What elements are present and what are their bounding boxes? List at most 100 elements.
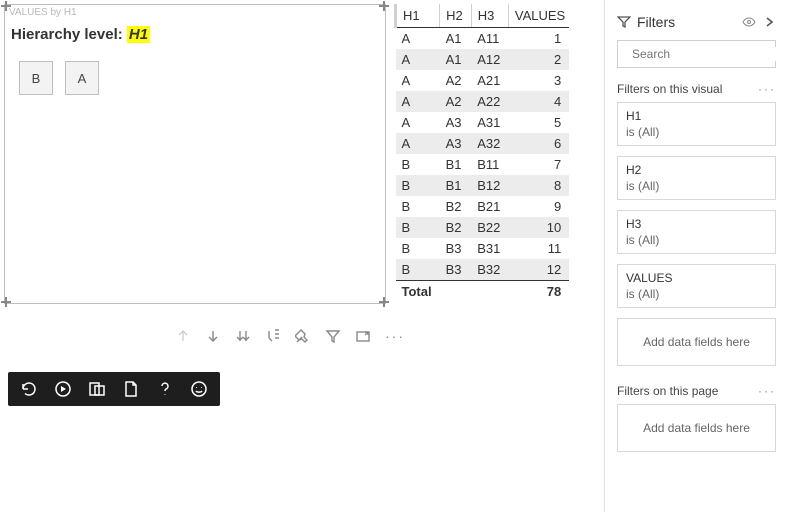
hierarchy-label-text: Hierarchy level: xyxy=(11,26,127,43)
log-icon[interactable] xyxy=(88,380,106,398)
resize-handle-br[interactable] xyxy=(379,297,389,307)
drop-fields-page[interactable]: Add data fields here xyxy=(617,404,776,452)
filters-pane: Filters Filters on this visual ··· H1is … xyxy=(604,0,786,512)
filters-header: Filters xyxy=(617,0,776,40)
table-cell: 1 xyxy=(508,28,569,50)
help-icon[interactable] xyxy=(156,380,174,398)
table-cell: B xyxy=(396,196,440,217)
filter-field-name: VALUES xyxy=(626,271,767,285)
table-cell: A xyxy=(396,133,440,154)
button-b[interactable]: B xyxy=(19,61,53,95)
data-table: H1 H2 H3 VALUES AA1A111AA1A122AA2A213AA2… xyxy=(394,4,569,302)
table-cell: 2 xyxy=(508,49,569,70)
table-row[interactable]: BB2B219 xyxy=(396,196,570,217)
filter-field-name: H1 xyxy=(626,109,767,123)
button-row: B A xyxy=(5,43,385,95)
filter-icon[interactable] xyxy=(325,328,341,344)
visual-card[interactable]: VALUES by H1 Hierarchy level: H1 B A xyxy=(4,4,386,304)
dev-toolbar xyxy=(8,372,220,406)
table-cell: 7 xyxy=(508,154,569,175)
filter-field-name: H2 xyxy=(626,163,767,177)
table-cell: 3 xyxy=(508,70,569,91)
col-h1[interactable]: H1 xyxy=(396,4,440,28)
table-cell: 6 xyxy=(508,133,569,154)
drill-down-icon[interactable] xyxy=(205,328,221,344)
table-cell: A xyxy=(396,28,440,50)
filter-funnel-icon xyxy=(617,15,631,29)
table-row[interactable]: AA3A326 xyxy=(396,133,570,154)
table-cell: A xyxy=(396,70,440,91)
table-cell: A32 xyxy=(471,133,508,154)
filter-search[interactable] xyxy=(617,40,776,68)
drill-up-icon[interactable] xyxy=(175,328,191,344)
section-visual-more-icon[interactable]: ··· xyxy=(758,82,776,96)
table-row[interactable]: AA2A213 xyxy=(396,70,570,91)
table-cell: A xyxy=(396,49,440,70)
col-h3[interactable]: H3 xyxy=(471,4,508,28)
resize-handle-bl[interactable] xyxy=(1,297,11,307)
table-row[interactable]: AA1A122 xyxy=(396,49,570,70)
col-h2[interactable]: H2 xyxy=(440,4,472,28)
play-icon[interactable] xyxy=(54,380,72,398)
table-row[interactable]: BB1B128 xyxy=(396,175,570,196)
focus-mode-icon[interactable] xyxy=(355,328,371,344)
new-file-icon[interactable] xyxy=(122,380,140,398)
table-row[interactable]: AA3A315 xyxy=(396,112,570,133)
table-row[interactable]: BB3B3212 xyxy=(396,259,570,281)
filter-field-value: is (All) xyxy=(626,233,767,247)
table-row[interactable]: BB3B3111 xyxy=(396,238,570,259)
table-row[interactable]: AA2A224 xyxy=(396,91,570,112)
table-cell: A2 xyxy=(440,91,472,112)
table-cell: A1 xyxy=(440,28,472,50)
total-label: Total xyxy=(396,281,440,303)
visual-title: VALUES by H1 xyxy=(5,5,385,18)
table-cell: B3 xyxy=(440,238,472,259)
table-cell: A21 xyxy=(471,70,508,91)
collapse-pane-icon[interactable] xyxy=(762,15,776,29)
pin-icon[interactable] xyxy=(295,328,311,344)
table-cell: B xyxy=(396,175,440,196)
filter-card[interactable]: H2is (All) xyxy=(617,156,776,200)
table-row[interactable]: BB2B2210 xyxy=(396,217,570,238)
table-row[interactable]: BB1B117 xyxy=(396,154,570,175)
section-page-more-icon[interactable]: ··· xyxy=(758,384,776,398)
table-cell: B xyxy=(396,154,440,175)
table-cell: 10 xyxy=(508,217,569,238)
filter-card[interactable]: H3 is (All) xyxy=(617,210,776,254)
table-cell: B32 xyxy=(471,259,508,281)
filter-field-name: H3 xyxy=(626,217,767,231)
resize-handle-tr[interactable] xyxy=(379,1,389,11)
feedback-icon[interactable] xyxy=(190,380,208,398)
table-cell: B1 xyxy=(440,175,472,196)
table-header-row: H1 H2 H3 VALUES xyxy=(396,4,570,28)
filter-card[interactable]: H1 is (All) xyxy=(617,102,776,146)
table-footer-row: Total 78 xyxy=(396,281,570,303)
table-cell: 8 xyxy=(508,175,569,196)
filter-card[interactable]: VALUESis (All) xyxy=(617,264,776,308)
table-cell: B31 xyxy=(471,238,508,259)
reload-icon[interactable] xyxy=(20,380,38,398)
filter-field-value: is (All) xyxy=(626,125,767,139)
table-cell: B3 xyxy=(440,259,472,281)
hierarchy-value: H1 xyxy=(127,26,150,43)
resize-handle-tl[interactable] xyxy=(1,1,11,11)
filter-search-input[interactable] xyxy=(632,47,786,61)
table-cell: A22 xyxy=(471,91,508,112)
table-cell: A1 xyxy=(440,49,472,70)
expand-all-icon[interactable] xyxy=(235,328,251,344)
eye-icon[interactable] xyxy=(742,15,756,29)
col-values[interactable]: VALUES xyxy=(508,4,569,28)
more-options-icon[interactable]: ··· xyxy=(385,328,405,344)
table-row[interactable]: AA1A111 xyxy=(396,28,570,50)
table-cell: A xyxy=(396,91,440,112)
table-cell: 11 xyxy=(508,238,569,259)
drop-fields-visual[interactable]: Add data fields here xyxy=(617,318,776,366)
table-cell: B22 xyxy=(471,217,508,238)
filters-title: Filters xyxy=(637,14,736,30)
table-cell: B xyxy=(396,259,440,281)
expand-next-icon[interactable] xyxy=(265,328,281,344)
table-cell: 9 xyxy=(508,196,569,217)
section-filters-page: Filters on this page ··· xyxy=(617,384,776,398)
table-cell: B21 xyxy=(471,196,508,217)
button-a[interactable]: A xyxy=(65,61,99,95)
